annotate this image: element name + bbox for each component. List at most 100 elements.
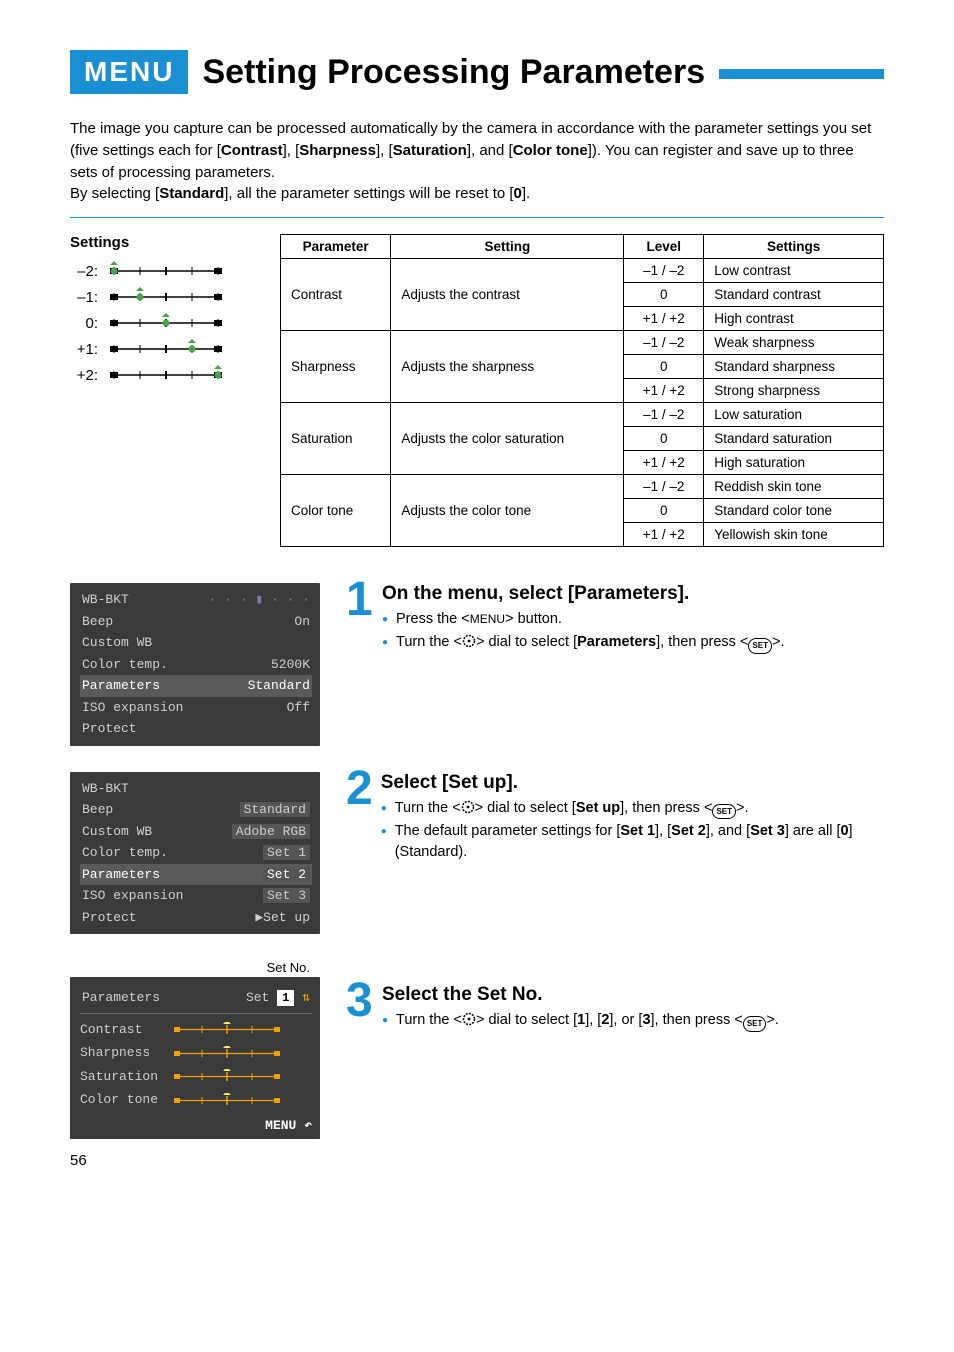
menu-row: ISO expansion Off (80, 697, 312, 719)
table-cell-param: Sharpness (281, 331, 391, 403)
table-cell-desc: Yellowish skin tone (704, 523, 884, 547)
page-title: Setting Processing Parameters (202, 53, 884, 92)
slider-label: –2: (70, 263, 98, 280)
table-cell-setting: Adjusts the sharpness (391, 331, 624, 403)
menu-row: WB-BKT (80, 778, 312, 800)
slider-label: –1: (70, 289, 98, 306)
menu-row: Parameters Standard (80, 675, 312, 697)
table-cell-param: Saturation (281, 403, 391, 475)
table-cell-setting: Adjusts the color saturation (391, 403, 624, 475)
step-number: 1 (346, 581, 374, 619)
menu-row: Parameters Set 2 (80, 864, 312, 886)
table-cell-desc: Low saturation (704, 403, 884, 427)
table-cell-level: 0 (624, 283, 704, 307)
table-cell-desc: Standard contrast (704, 283, 884, 307)
page-number: 56 (70, 1152, 87, 1169)
slider-row: 0: (70, 313, 250, 333)
param-line: Sharpness (80, 1041, 312, 1065)
table-row: Color toneAdjusts the color tone–1 / –2R… (281, 475, 884, 499)
slider-row: –1: (70, 287, 250, 307)
page-title-text: Setting Processing Parameters (202, 53, 705, 92)
table-header: Parameter (281, 235, 391, 259)
settings-column: Settings –2: –1: 0: +1: (70, 234, 250, 391)
table-cell-setting: Adjusts the color tone (391, 475, 624, 547)
table-row: ContrastAdjusts the contrast–1 / –2Low c… (281, 259, 884, 283)
menu-row: Beep Standard (80, 799, 312, 821)
menu-row: Color temp. Set 1 (80, 842, 312, 864)
menu-row: Protect (80, 718, 312, 740)
table-cell-desc: High contrast (704, 307, 884, 331)
table-header: Level (624, 235, 704, 259)
table-cell-level: 0 (624, 355, 704, 379)
param-line: Color tone (80, 1088, 312, 1112)
menu-row: WB-BKT · · · ▮ · · · (80, 589, 312, 611)
top-grid: Settings –2: –1: 0: +1: (70, 234, 884, 547)
title-row: MENU Setting Processing Parameters (70, 50, 884, 94)
table-cell-level: +1 / +2 (624, 379, 704, 403)
menu-row: ISO expansion Set 3 (80, 885, 312, 907)
step-item: The default parameter settings for [Set … (381, 821, 884, 863)
step-3: Set No. Parameters Set 1 ⇅ Contrast Shar… (70, 960, 884, 1139)
intro-paragraph: The image you capture can be processed a… (70, 118, 884, 205)
menu-row: Beep On (80, 611, 312, 633)
step-text: Select the Set No. Turn the <> dial to s… (382, 984, 779, 1034)
table-cell-desc: Weak sharpness (704, 331, 884, 355)
menu-row: Protect ▶Set up (80, 907, 312, 929)
table-header: Setting (391, 235, 624, 259)
steps-area: WB-BKT · · · ▮ · · · Beep On Custom WB C… (70, 583, 884, 1139)
title-rule (719, 69, 884, 79)
table-cell-desc: Standard color tone (704, 499, 884, 523)
table-header: Settings (704, 235, 884, 259)
step-item: Turn the <> dial to select [Parameters],… (382, 632, 784, 654)
camera-screen-2: WB-BKT Beep Standard Custom WB Adobe RGB… (70, 772, 320, 935)
menu-row: Custom WB (80, 632, 312, 654)
step-heading: Select the Set No. (382, 984, 779, 1006)
step-number: 3 (346, 982, 374, 1020)
menu-return: MENU ↶ (80, 1112, 312, 1136)
table-cell-setting: Adjusts the contrast (391, 259, 624, 331)
param-line: Saturation (80, 1065, 312, 1089)
table-cell-level: 0 (624, 499, 704, 523)
table-cell-level: +1 / +2 (624, 451, 704, 475)
table-cell-level: –1 / –2 (624, 259, 704, 283)
divider (70, 217, 884, 218)
menu-row: Custom WB Adobe RGB (80, 821, 312, 843)
table-cell-desc: Standard sharpness (704, 355, 884, 379)
step-number: 2 (346, 770, 373, 808)
table-row: SharpnessAdjusts the sharpness–1 / –2Wea… (281, 331, 884, 355)
table-cell-level: +1 / +2 (624, 307, 704, 331)
settings-heading: Settings (70, 234, 250, 251)
table-cell-param: Color tone (281, 475, 391, 547)
step-item: Press the <MENU> button. (382, 609, 784, 630)
step-heading: On the menu, select [Parameters]. (382, 583, 784, 605)
table-row: SaturationAdjusts the color saturation–1… (281, 403, 884, 427)
params-title-row: Parameters Set 1 ⇅ (80, 987, 312, 1009)
slider-label: +2: (70, 367, 98, 384)
camera-screen-3: Set No. Parameters Set 1 ⇅ Contrast Shar… (70, 960, 320, 1139)
table-cell-param: Contrast (281, 259, 391, 331)
slider-row: +1: (70, 339, 250, 359)
table-cell-desc: High saturation (704, 451, 884, 475)
set-no-label: Set No. (70, 960, 320, 975)
table-cell-desc: Strong sharpness (704, 379, 884, 403)
slider-row: +2: (70, 365, 250, 385)
menu-badge: MENU (70, 50, 188, 94)
slider-label: +1: (70, 341, 98, 358)
table-cell-level: –1 / –2 (624, 331, 704, 355)
slider-label: 0: (70, 315, 98, 332)
table-cell-desc: Standard saturation (704, 427, 884, 451)
parameter-table: ParameterSettingLevelSettings ContrastAd… (280, 234, 884, 547)
step-item: Turn the <> dial to select [1], [2], or … (382, 1010, 779, 1032)
step-heading: Select [Set up]. (381, 772, 884, 794)
step-1: WB-BKT · · · ▮ · · · Beep On Custom WB C… (70, 583, 884, 746)
step-text: On the menu, select [Parameters]. Press … (382, 583, 784, 656)
step-text: Select [Set up]. Turn the <> dial to sel… (381, 772, 884, 866)
table-cell-desc: Reddish skin tone (704, 475, 884, 499)
step-2: WB-BKT Beep Standard Custom WB Adobe RGB… (70, 772, 884, 935)
menu-row: Color temp. 5200K (80, 654, 312, 676)
slider-row: –2: (70, 261, 250, 281)
camera-screen-1: WB-BKT · · · ▮ · · · Beep On Custom WB C… (70, 583, 320, 746)
table-cell-level: 0 (624, 427, 704, 451)
table-cell-level: –1 / –2 (624, 403, 704, 427)
param-line: Contrast (80, 1018, 312, 1042)
